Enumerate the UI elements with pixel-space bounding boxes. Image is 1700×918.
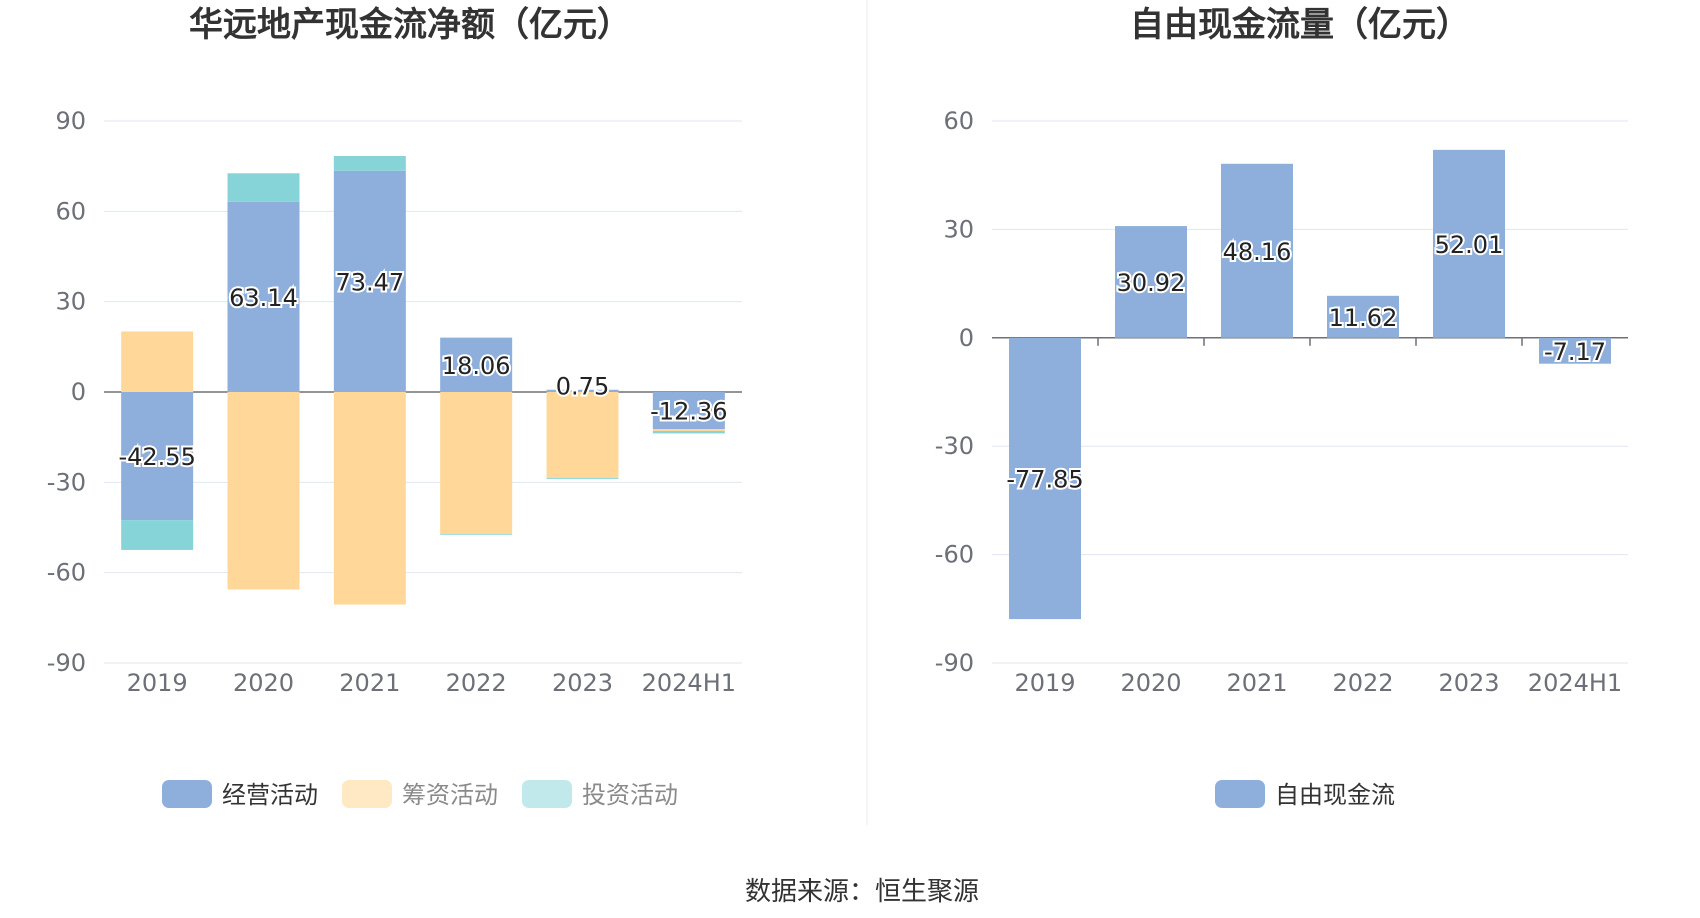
x-tick-label: 2023 [1438, 669, 1499, 697]
x-tick-label: 2021 [339, 669, 400, 697]
data-label: 63.14 [229, 284, 298, 312]
legend-swatch [342, 780, 392, 808]
chart-title: 自由现金流量（亿元） [1130, 5, 1470, 45]
y-tick-label: -30 [47, 468, 86, 496]
bar [652, 392, 725, 430]
legend-label: 自由现金流 [1275, 781, 1395, 809]
x-tick-label: 2020 [233, 669, 294, 697]
x-tick-label: 2021 [1226, 669, 1287, 697]
legend-swatch [162, 780, 212, 808]
bar [440, 392, 513, 534]
data-label: -42.55 [118, 443, 195, 471]
bar [333, 170, 406, 392]
data-label: 52.01 [1435, 231, 1504, 259]
bar [333, 156, 406, 171]
bar [121, 392, 194, 521]
x-tick-label: 2023 [552, 669, 613, 697]
x-tick-label: 2024H1 [1528, 669, 1622, 697]
bar [121, 520, 194, 550]
legend-label: 投资活动 [582, 781, 678, 809]
bar [227, 173, 300, 202]
y-tick-label: 60 [943, 107, 974, 135]
data-label: -77.85 [1006, 465, 1083, 493]
bar [440, 533, 513, 535]
data-label: 0.75 [556, 373, 609, 401]
legend-swatch [1215, 780, 1265, 808]
data-label: 73.47 [335, 268, 404, 296]
bar [227, 392, 300, 590]
y-tick-label: -30 [935, 432, 974, 460]
data-label: -12.36 [650, 398, 727, 426]
bar [1539, 337, 1611, 364]
y-tick-label: 0 [71, 378, 86, 406]
data-source: 数据来源：恒生聚源 [745, 877, 979, 907]
bar [1009, 337, 1081, 620]
free-cash-flow-chart: 自由现金流量（亿元） -77.85 30.92 48.16 11.62 52.01 -7.… [935, 5, 1628, 809]
y-tick-label: -60 [47, 559, 86, 587]
bar [333, 392, 406, 605]
x-tick-label: 2019 [1014, 669, 1075, 697]
bar [652, 429, 725, 432]
x-tick-label: 2024H1 [642, 669, 736, 697]
bar [440, 337, 513, 392]
bar [121, 331, 194, 392]
y-tick-label: 30 [55, 288, 86, 316]
bar [227, 201, 300, 392]
bar [1115, 226, 1187, 338]
bar [1433, 149, 1505, 338]
x-tick-label: 2022 [446, 669, 507, 697]
legend-label: 经营活动 [222, 781, 318, 809]
y-tick-label: -60 [935, 541, 974, 569]
data-label: -7.17 [1544, 338, 1606, 366]
y-tick-label: 30 [943, 215, 974, 243]
cash-flow-net-chart: 华远地产现金流净额（亿元） -42.55 63.14 73.47 18.06 0.75 -… [47, 5, 742, 809]
data-label: 18.06 [442, 352, 511, 380]
bar [1221, 163, 1293, 338]
y-tick-label: 0 [959, 324, 974, 352]
x-tick-label: 2022 [1332, 669, 1393, 697]
legend-label: 筹资活动 [402, 781, 498, 809]
x-tick-label: 2020 [1120, 669, 1181, 697]
bar [546, 478, 619, 480]
data-label: 30.92 [1117, 269, 1186, 297]
bar [546, 389, 619, 392]
bar [546, 392, 619, 479]
y-tick-label: 60 [55, 197, 86, 225]
data-label: 11.62 [1329, 304, 1398, 332]
y-tick-label: -90 [935, 649, 974, 677]
y-tick-label: -90 [47, 649, 86, 677]
chart-title: 华远地产现金流净额（亿元） [189, 5, 631, 45]
data-label: 48.16 [1223, 238, 1292, 266]
legend-swatch [522, 780, 572, 808]
bar [1327, 295, 1399, 338]
bar [652, 431, 725, 434]
y-tick-label: 90 [55, 107, 86, 135]
x-tick-label: 2019 [127, 669, 188, 697]
